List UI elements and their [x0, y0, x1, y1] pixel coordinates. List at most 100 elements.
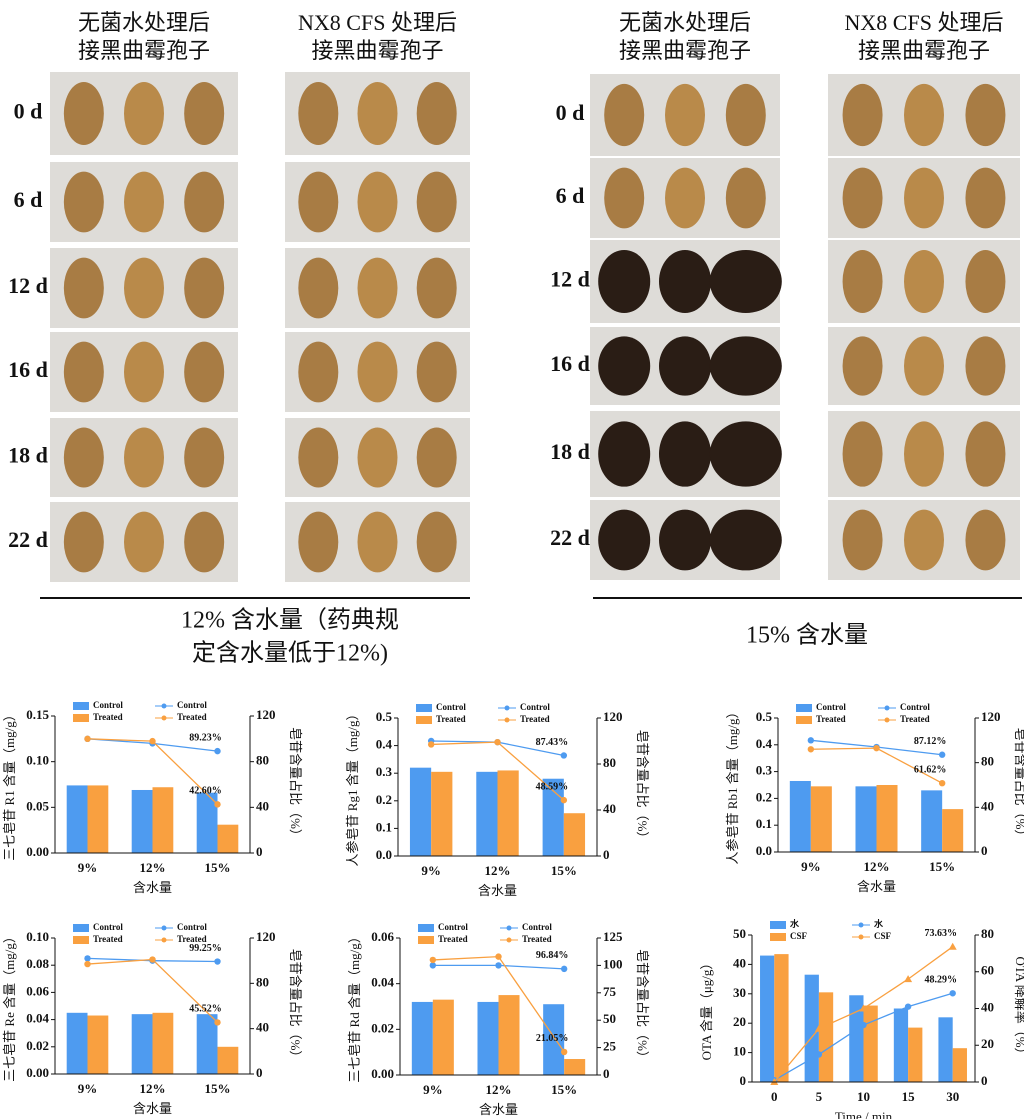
sample	[357, 341, 398, 403]
sample	[659, 249, 711, 314]
y2-tick-label: 0	[981, 1073, 988, 1088]
legend-swatch	[416, 704, 432, 712]
sample	[709, 336, 782, 396]
marker	[429, 962, 437, 969]
sample	[709, 421, 782, 487]
legend-marker	[858, 934, 864, 940]
marker	[560, 965, 568, 973]
sample	[298, 511, 339, 573]
row-label: 0 d	[556, 100, 585, 125]
bar	[152, 787, 174, 853]
sample	[904, 249, 944, 314]
y-tick-label: 0.10	[26, 753, 49, 768]
legend-label: Control	[522, 922, 552, 932]
legend-label: Treated	[177, 934, 207, 944]
marker	[807, 746, 815, 753]
value-label: 48.59%	[536, 781, 569, 792]
sample	[709, 249, 782, 314]
marker	[214, 747, 221, 755]
y-tick-label: 0.2	[376, 792, 392, 807]
value-label: 87.43%	[536, 737, 569, 748]
sample	[904, 421, 944, 487]
legend-label: Control	[177, 700, 207, 710]
sample	[298, 81, 339, 146]
sample	[604, 83, 645, 147]
bar	[196, 792, 218, 853]
x-tick-label: 15%	[205, 1081, 231, 1096]
y2-tick-label: 40	[256, 798, 269, 813]
y2-tick-label: 0	[603, 847, 610, 862]
column-header: 无菌水处理后	[619, 10, 751, 35]
x-axis-label: 含水量	[857, 879, 896, 894]
y-tick-label: 40	[733, 955, 746, 970]
bar	[564, 1059, 586, 1075]
y2-tick-label: 60	[981, 963, 994, 978]
marker	[149, 737, 156, 745]
x-tick-label: 10	[857, 1089, 870, 1104]
value-label: 96.84%	[536, 950, 569, 961]
marker	[814, 1024, 823, 1032]
value-label: 73.63%	[924, 928, 957, 939]
legend-marker	[504, 717, 510, 723]
y-tick-label: 0.4	[756, 736, 773, 751]
sample	[184, 341, 225, 403]
y2-axis-label: 皂苷含量占比（%）	[288, 727, 303, 842]
sample	[598, 509, 651, 571]
y-tick-label: 0.3	[376, 764, 393, 779]
legend-label: Treated	[438, 934, 468, 944]
marker	[214, 958, 221, 965]
sample	[598, 421, 651, 487]
bar	[543, 1004, 565, 1075]
marker	[904, 975, 913, 983]
bar	[908, 1027, 923, 1082]
legend-swatch	[418, 936, 434, 944]
y-tick-label: 0.5	[376, 709, 393, 724]
legend-swatch	[416, 716, 432, 724]
x-axis-label: 含水量	[478, 883, 517, 898]
y-tick-label: 0.04	[26, 1011, 49, 1026]
sample	[904, 167, 944, 229]
bar	[87, 785, 109, 853]
bar	[876, 785, 898, 852]
sample	[298, 341, 339, 403]
bar	[477, 1001, 499, 1075]
bar	[942, 809, 964, 852]
y-tick-label: 0.00	[26, 844, 49, 859]
y-axis-label: 人参皂苷 Rg1 含量（mg/g）	[345, 708, 360, 867]
legend-label: Treated	[436, 714, 466, 724]
marker	[904, 1003, 912, 1010]
sample	[416, 81, 457, 146]
sample	[598, 249, 651, 314]
x-tick-label: 15	[902, 1089, 916, 1104]
row-label: 12 d	[8, 273, 48, 298]
y2-tick-label: 80	[256, 974, 269, 989]
sample	[604, 167, 645, 229]
legend-label: Control	[177, 922, 207, 932]
y2-tick-label: 120	[256, 707, 276, 722]
legend-marker	[506, 937, 512, 943]
sample	[63, 427, 104, 488]
sample	[298, 171, 339, 233]
sample	[842, 249, 883, 314]
y2-tick-label: 0	[603, 1066, 610, 1081]
legend-marker	[884, 717, 890, 723]
bar	[196, 1014, 218, 1074]
x-axis-label: 含水量	[133, 880, 172, 895]
marker	[560, 796, 568, 804]
sample	[416, 341, 457, 403]
y2-tick-label: 50	[603, 1011, 616, 1026]
sample	[842, 336, 883, 396]
y-tick-label: 0	[740, 1073, 747, 1088]
sample	[184, 511, 225, 573]
legend-swatch	[73, 936, 89, 944]
y2-tick-label: 80	[256, 753, 269, 768]
legend-swatch	[770, 933, 786, 941]
sample	[659, 336, 711, 396]
y-tick-label: 10	[733, 1044, 746, 1059]
y2-tick-label: 100	[603, 956, 623, 971]
marker	[427, 741, 435, 748]
sample	[904, 336, 944, 396]
x-tick-label: 9%	[78, 1081, 98, 1096]
y2-tick-label: 80	[981, 926, 994, 941]
